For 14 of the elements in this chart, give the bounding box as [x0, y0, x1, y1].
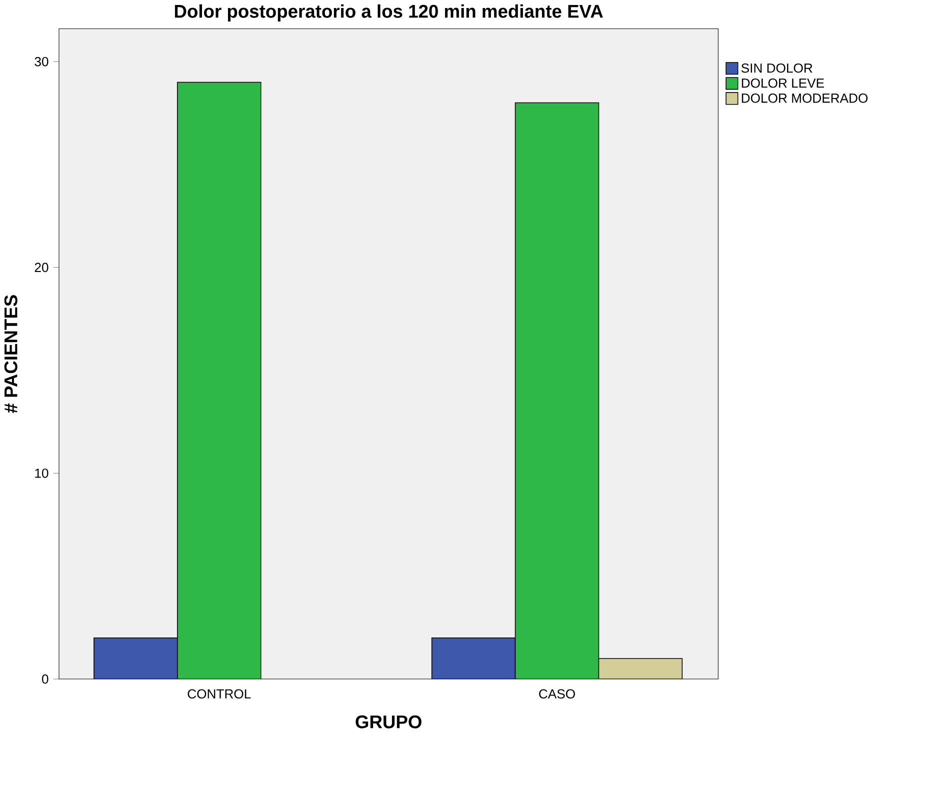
y-tick-label: 30	[34, 57, 48, 66]
legend-label: DOLOR MODERADO	[742, 94, 868, 103]
y-tick-label: 0	[42, 674, 48, 684]
bar	[431, 638, 516, 680]
y-tick-label: 20	[34, 262, 48, 272]
x-tick-label: CONTROL	[188, 689, 251, 699]
x-axis-title: GRUPO	[356, 715, 422, 728]
bar	[94, 638, 178, 680]
y-tick-label: 10	[35, 468, 48, 478]
chart-title: Dolor postoperatorio a los 120 min mediante EVA	[174, 4, 603, 22]
y-axis-title: # PACIENTES	[4, 295, 18, 414]
legend-label: DOLOR LEVE	[742, 78, 824, 88]
legend-label: SIN DOLOR	[741, 64, 812, 73]
x-tick-label: CASO	[539, 689, 575, 699]
